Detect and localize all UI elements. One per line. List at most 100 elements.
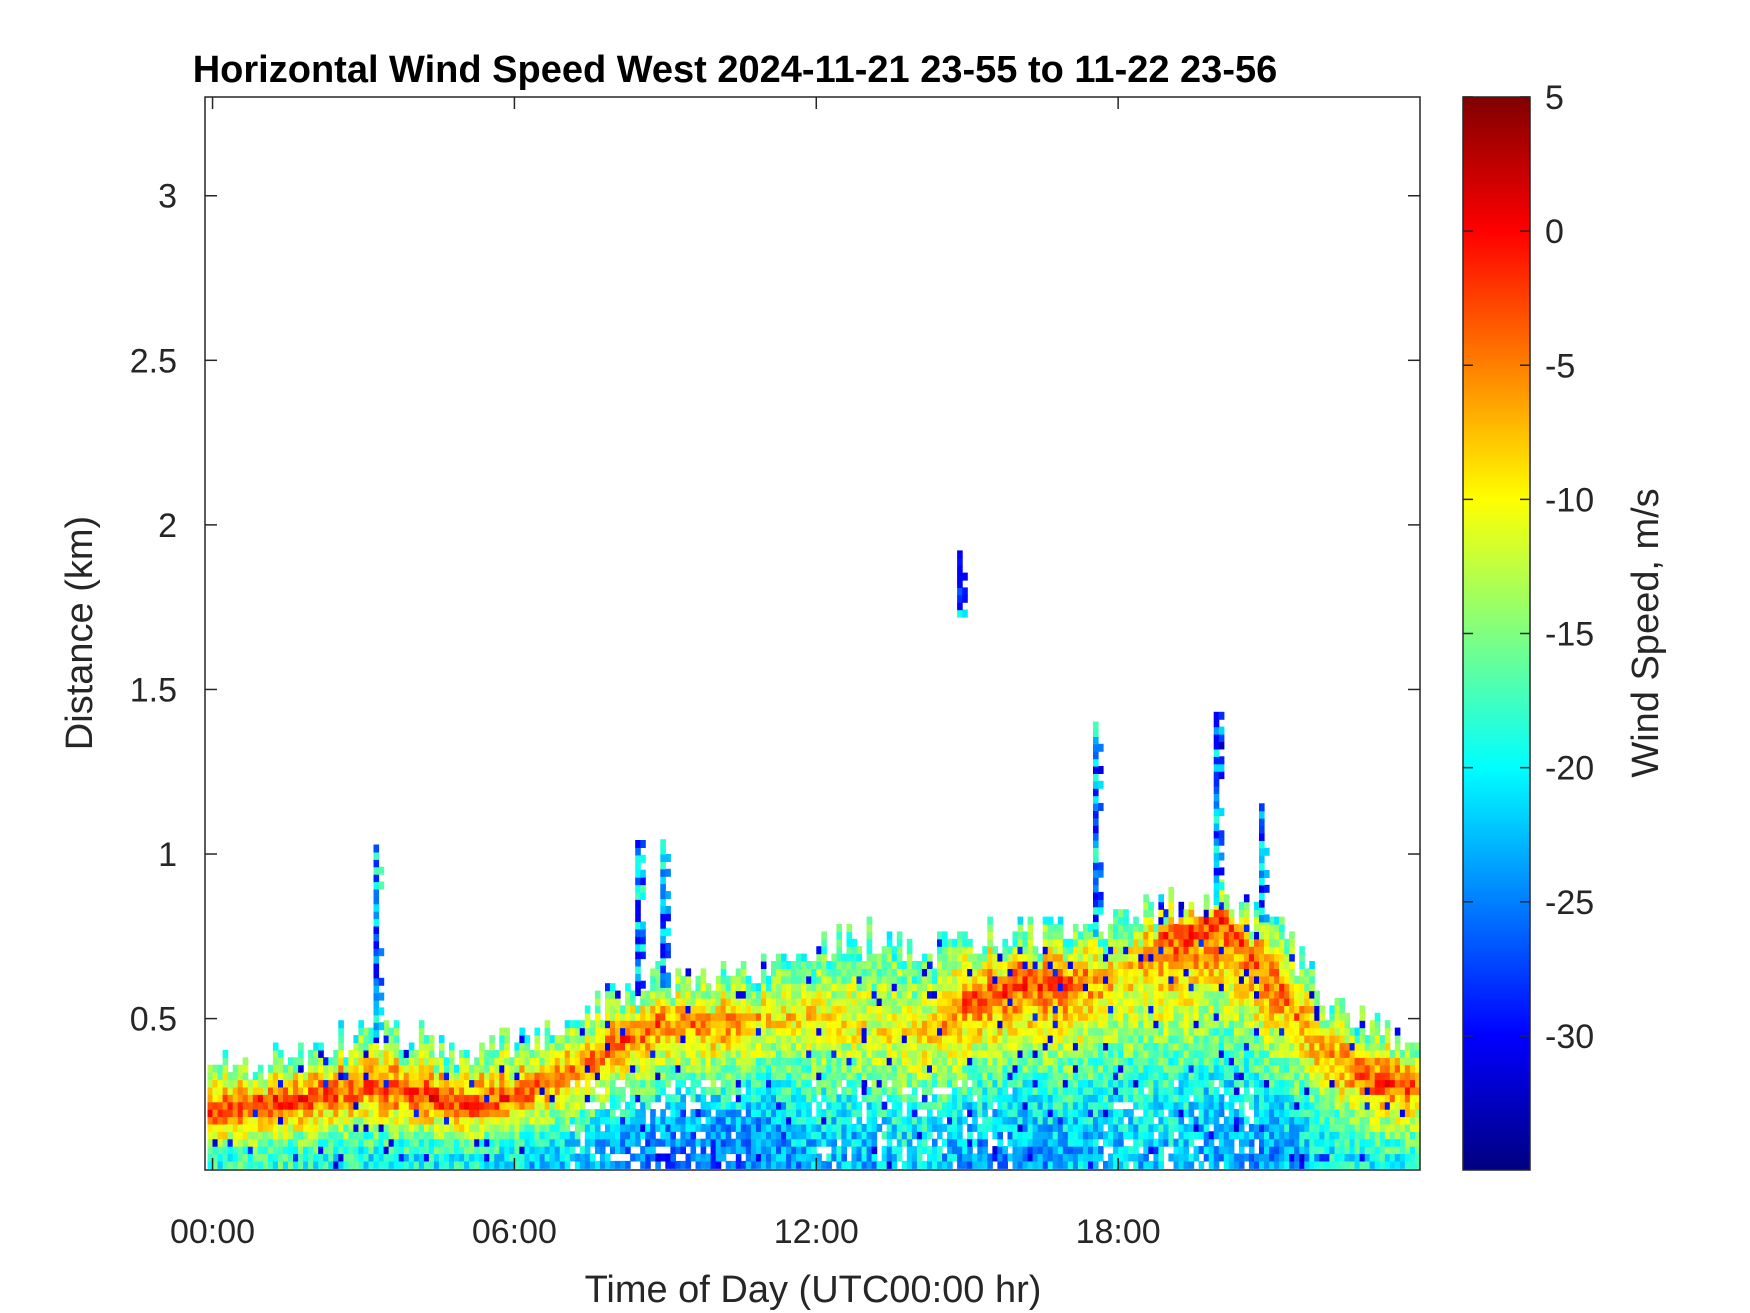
heatmap-cell xyxy=(464,1094,470,1103)
heatmap-cell xyxy=(252,1086,259,1095)
heatmap-cell xyxy=(1082,983,1089,992)
heatmap-cell xyxy=(252,1094,259,1103)
heatmap-cell xyxy=(836,1153,842,1162)
heatmap-cell xyxy=(896,1086,903,1095)
heatmap-cell xyxy=(1007,1035,1014,1044)
heatmap-cell xyxy=(821,1049,827,1058)
heatmap-cell xyxy=(1022,946,1029,955)
heatmap-cell xyxy=(589,1049,596,1058)
heatmap-cell xyxy=(509,1131,515,1140)
heatmap-cell xyxy=(303,1079,309,1088)
heatmap-cell xyxy=(1002,1064,1008,1073)
heatmap-cell xyxy=(454,1086,460,1095)
heatmap-cell xyxy=(851,1131,858,1140)
heatmap-cell xyxy=(544,1138,551,1147)
heatmap-cell xyxy=(962,975,968,984)
heatmap-cell xyxy=(886,1109,893,1118)
heatmap-cell xyxy=(806,975,812,984)
heatmap-cell xyxy=(1082,1012,1089,1021)
heatmap-cell xyxy=(544,1131,551,1140)
heatmap-cell xyxy=(1233,1035,1240,1044)
heatmap-cell xyxy=(539,1094,546,1103)
heatmap-cell xyxy=(1193,1094,1200,1103)
heatmap-cell xyxy=(826,1005,832,1014)
heatmap-cell xyxy=(886,968,893,977)
heatmap-cell xyxy=(1027,931,1034,940)
heatmap-cell xyxy=(695,1057,702,1066)
heatmap-cell xyxy=(328,1094,334,1103)
heatmap-cell xyxy=(680,1020,686,1029)
heatmap-cell xyxy=(982,1123,988,1132)
heatmap-cell xyxy=(398,1146,405,1155)
heatmap-cell xyxy=(977,1064,983,1073)
heatmap-cell xyxy=(645,998,651,1006)
heatmap-cell xyxy=(227,1153,234,1162)
heatmap-cell xyxy=(615,1146,621,1155)
heatmap-cell xyxy=(670,1109,676,1118)
heatmap-cell xyxy=(413,1109,420,1118)
heatmap-cell xyxy=(303,1138,309,1147)
heatmap-cell xyxy=(1183,946,1190,955)
heatmap-cell xyxy=(695,1049,702,1058)
heatmap-cell xyxy=(293,1153,299,1162)
heatmap-cell xyxy=(1168,1086,1174,1095)
heatmap-cell xyxy=(247,1153,254,1162)
heatmap-cell xyxy=(856,1072,863,1081)
heatmap-cell xyxy=(423,1049,430,1058)
heatmap-cell xyxy=(323,1072,329,1081)
heatmap-cell xyxy=(635,1086,641,1095)
heatmap-cell xyxy=(444,1079,450,1088)
heatmap-cell xyxy=(1082,1109,1089,1118)
heatmap-cell xyxy=(881,1116,888,1125)
heatmap-cell xyxy=(1168,894,1174,903)
heatmap-cell xyxy=(690,1064,697,1073)
heatmap-cell xyxy=(1168,909,1174,918)
heatmap-cell xyxy=(861,1086,868,1095)
heatmap-cell xyxy=(831,961,837,969)
heatmap-cell xyxy=(952,1138,958,1147)
heatmap-cell xyxy=(806,961,812,969)
heatmap-cell xyxy=(1193,1086,1200,1095)
heatmap-cell xyxy=(1077,1005,1084,1014)
heatmap-cell xyxy=(509,1109,515,1118)
heatmap-cell xyxy=(237,1064,244,1073)
heatmap-cell xyxy=(680,1005,686,1014)
heatmap-cell xyxy=(1178,1005,1185,1014)
heatmap-cell xyxy=(1123,916,1129,925)
heatmap-cell xyxy=(615,1020,621,1029)
heatmap-cell xyxy=(1133,953,1139,962)
heatmap-cell xyxy=(1002,1072,1008,1081)
heatmap-cell xyxy=(816,1086,822,1095)
heatmap-cell xyxy=(1047,1049,1054,1058)
heatmap-cell xyxy=(464,1109,470,1118)
heatmap-cell xyxy=(831,1146,837,1155)
heatmap-cell xyxy=(1213,961,1220,969)
heatmap-cell xyxy=(308,1057,314,1066)
heatmap-cell xyxy=(675,1160,681,1169)
heatmap-cell xyxy=(786,1116,792,1125)
heatmap-cell xyxy=(1223,1101,1230,1110)
heatmap-cell xyxy=(841,975,847,984)
heatmap-cell xyxy=(343,1057,349,1066)
heatmap-cell xyxy=(871,968,878,977)
heatmap-cell xyxy=(1027,998,1034,1006)
heatmap-cell xyxy=(1198,1123,1205,1132)
heatmap-cell xyxy=(821,1035,827,1044)
heatmap-cell xyxy=(715,1131,722,1140)
heatmap-cell xyxy=(695,1042,702,1051)
heatmap-cell xyxy=(730,1146,737,1155)
heatmap-cell xyxy=(740,968,747,977)
heatmap-cell xyxy=(640,1146,646,1155)
heatmap-cell xyxy=(725,1101,732,1110)
heatmap-cell xyxy=(937,946,943,955)
heatmap-cell xyxy=(610,1116,616,1125)
heatmap-cell xyxy=(901,983,908,992)
heatmap-cell xyxy=(796,1153,802,1162)
heatmap-cell xyxy=(1178,1101,1185,1110)
heatmap-cell xyxy=(1067,1138,1074,1147)
heatmap-cell xyxy=(927,953,933,962)
heatmap-cell xyxy=(373,1086,380,1095)
heatmap-cell xyxy=(760,1101,767,1110)
heatmap-cell xyxy=(791,1042,797,1051)
heatmap-cell xyxy=(856,990,863,999)
